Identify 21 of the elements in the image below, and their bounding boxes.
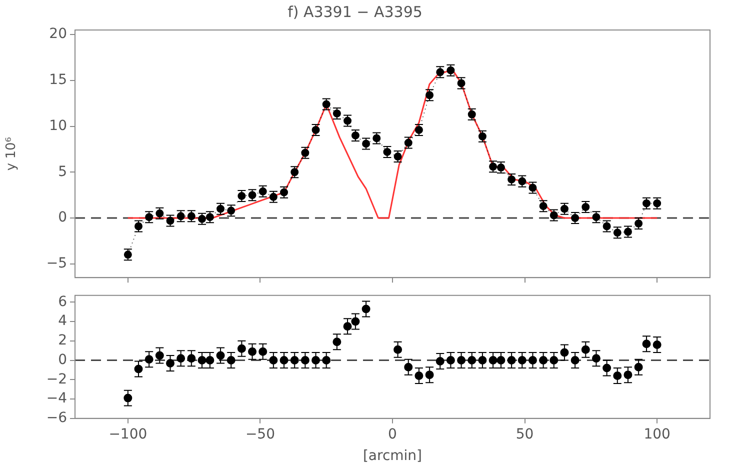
- y-tick-label: 0: [58, 210, 67, 226]
- y-tick-label: 0: [58, 352, 67, 368]
- y-tick-label: −6: [46, 410, 68, 426]
- y-tick-label: −5: [46, 255, 67, 272]
- y-tick-label: 2: [58, 332, 67, 349]
- x-tick-label: 100: [644, 426, 670, 442]
- y-tick-label: −2: [46, 371, 67, 388]
- x-tick-label: −50: [245, 426, 275, 442]
- y-tick-label: 15: [49, 72, 67, 88]
- y-tick-label: 10: [49, 118, 67, 134]
- y-tick-label: 6: [58, 294, 68, 310]
- y-axis-title: y 10⁶: [4, 137, 20, 171]
- y-tick-label: 20: [49, 26, 67, 42]
- x-tick-label: −100: [108, 426, 148, 442]
- chart-title: f) A3391 − A3395: [288, 2, 422, 21]
- x-axis-title: [arcmin]: [362, 448, 422, 464]
- x-tick-label: 0: [388, 426, 397, 442]
- x-tick-label: 50: [516, 426, 534, 442]
- y-tick-label: −4: [46, 390, 68, 407]
- y-tick-label: 5: [58, 164, 67, 180]
- y-tick-label: 4: [58, 313, 68, 330]
